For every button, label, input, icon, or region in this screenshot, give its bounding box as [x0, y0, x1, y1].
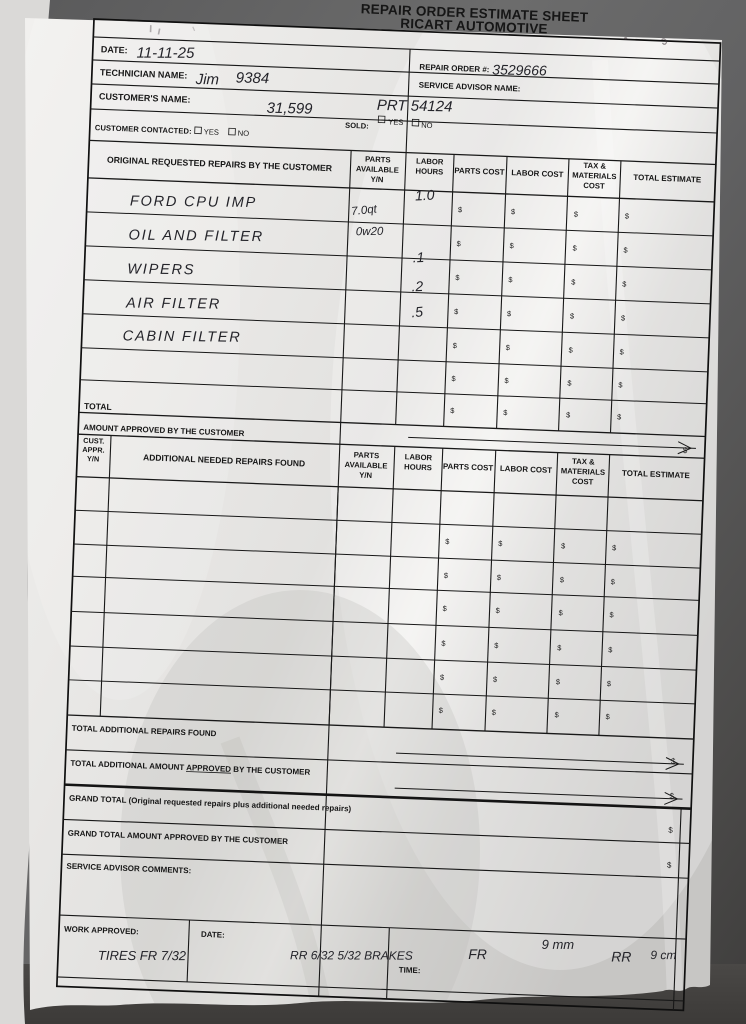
svg-text:TAX &: TAX & — [583, 161, 606, 171]
svg-text:HOURS: HOURS — [404, 462, 432, 472]
svg-text:SOLD:: SOLD: — [345, 121, 369, 131]
svg-text:LABOR: LABOR — [416, 156, 444, 166]
svg-text:OIL AND FILTER: OIL AND FILTER — [129, 227, 265, 245]
svg-text:Jim: Jim — [194, 71, 219, 89]
svg-text:APPR.: APPR. — [82, 445, 105, 455]
svg-text:HOURS: HOURS — [415, 166, 443, 176]
svg-text:TIRES FR 7/32: TIRES FR 7/32 — [98, 948, 187, 963]
svg-text:WIPERS: WIPERS — [127, 261, 195, 278]
svg-text:CABIN FILTER: CABIN FILTER — [123, 328, 242, 345]
svg-text:Y/N: Y/N — [87, 454, 100, 463]
svg-text:1.0: 1.0 — [415, 187, 435, 204]
svg-text:YES: YES — [204, 127, 220, 137]
svg-text:AVAILABLE: AVAILABLE — [356, 164, 399, 175]
svg-text:RR: RR — [611, 949, 631, 965]
svg-text:PARTS: PARTS — [354, 450, 380, 460]
svg-text:DATE:: DATE: — [101, 44, 128, 55]
svg-text:RR 6/32 5/32 BRAKES: RR 6/32 5/32 BRAKES — [290, 948, 413, 962]
svg-text:PARTS: PARTS — [365, 155, 391, 165]
svg-text:PRT 54124: PRT 54124 — [377, 97, 453, 116]
svg-text:LABOR: LABOR — [405, 452, 433, 462]
svg-text:31,599: 31,599 — [266, 100, 313, 118]
svg-text:AVAILABLE: AVAILABLE — [344, 460, 387, 471]
svg-text:COST: COST — [572, 477, 594, 487]
svg-text:DATE:: DATE: — [201, 930, 225, 940]
svg-text:AIR FILTER: AIR FILTER — [125, 295, 221, 312]
svg-text:NO: NO — [238, 129, 250, 138]
svg-text:.5: .5 — [410, 303, 423, 320]
svg-text:MATERIALS: MATERIALS — [572, 170, 617, 181]
svg-text:9 cm: 9 cm — [650, 948, 676, 962]
svg-text:.1: .1 — [412, 249, 424, 266]
svg-text:TIME:: TIME: — [399, 965, 421, 975]
svg-text:FORD CPU IMP: FORD CPU IMP — [130, 194, 257, 212]
svg-text:11-11-25: 11-11-25 — [137, 45, 196, 62]
svg-text:MATERIALS: MATERIALS — [561, 466, 606, 477]
svg-text:TOTAL: TOTAL — [84, 401, 112, 412]
svg-text:TAX &: TAX & — [572, 457, 595, 467]
svg-text:9384: 9384 — [236, 69, 270, 87]
svg-text:3529666: 3529666 — [492, 61, 547, 78]
svg-text:NO: NO — [421, 121, 433, 130]
svg-text:9 mm: 9 mm — [542, 937, 575, 952]
svg-text:FR: FR — [468, 946, 487, 962]
svg-text:.2: .2 — [411, 278, 424, 295]
svg-text:YES: YES — [388, 117, 404, 127]
svg-text:Y/N: Y/N — [370, 175, 384, 185]
svg-text:0w20: 0w20 — [356, 226, 384, 238]
svg-text:Y/N: Y/N — [359, 471, 373, 481]
svg-text:COST: COST — [583, 181, 605, 191]
